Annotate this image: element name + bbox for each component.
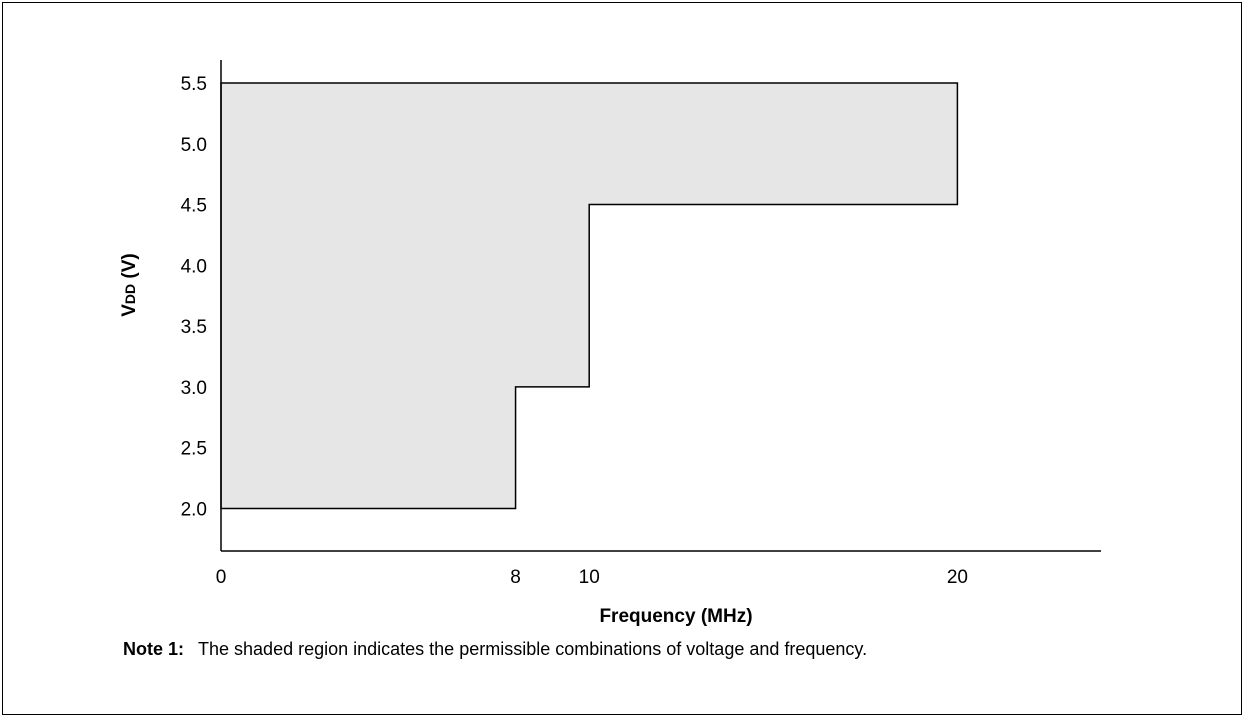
y-tick-label: 3.5 bbox=[181, 317, 207, 338]
figure-note: Note 1: The shaded region indicates the p… bbox=[123, 639, 867, 660]
y-tick-label: 5.0 bbox=[181, 135, 207, 156]
y-tick-label: 3.0 bbox=[181, 378, 207, 399]
x-tick-label: 8 bbox=[510, 567, 521, 588]
x-axis-title: Frequency (MHz) bbox=[599, 606, 752, 627]
note-label: Note 1: bbox=[123, 639, 185, 659]
x-tick-label: 10 bbox=[579, 567, 600, 588]
note-text: The shaded region indicates the permissi… bbox=[198, 639, 868, 659]
y-tick-label: 4.5 bbox=[181, 196, 207, 217]
y-tick-label: 5.5 bbox=[181, 74, 207, 95]
y-tick-label: 2.0 bbox=[181, 499, 207, 520]
x-tick-label: 0 bbox=[216, 567, 227, 588]
plot-layer: 2.0 2.5 3.0 3.5 4.0 4.5 5.0 5.5 0 8 10 20 Frequency … bbox=[119, 60, 1101, 627]
operating-region bbox=[220, 82, 959, 510]
y-tick-label: 2.5 bbox=[181, 439, 207, 460]
y-tick-label: 4.0 bbox=[181, 256, 207, 277]
y-axis-title: VDD (V) bbox=[119, 253, 140, 317]
x-tick-label: 20 bbox=[947, 567, 968, 588]
